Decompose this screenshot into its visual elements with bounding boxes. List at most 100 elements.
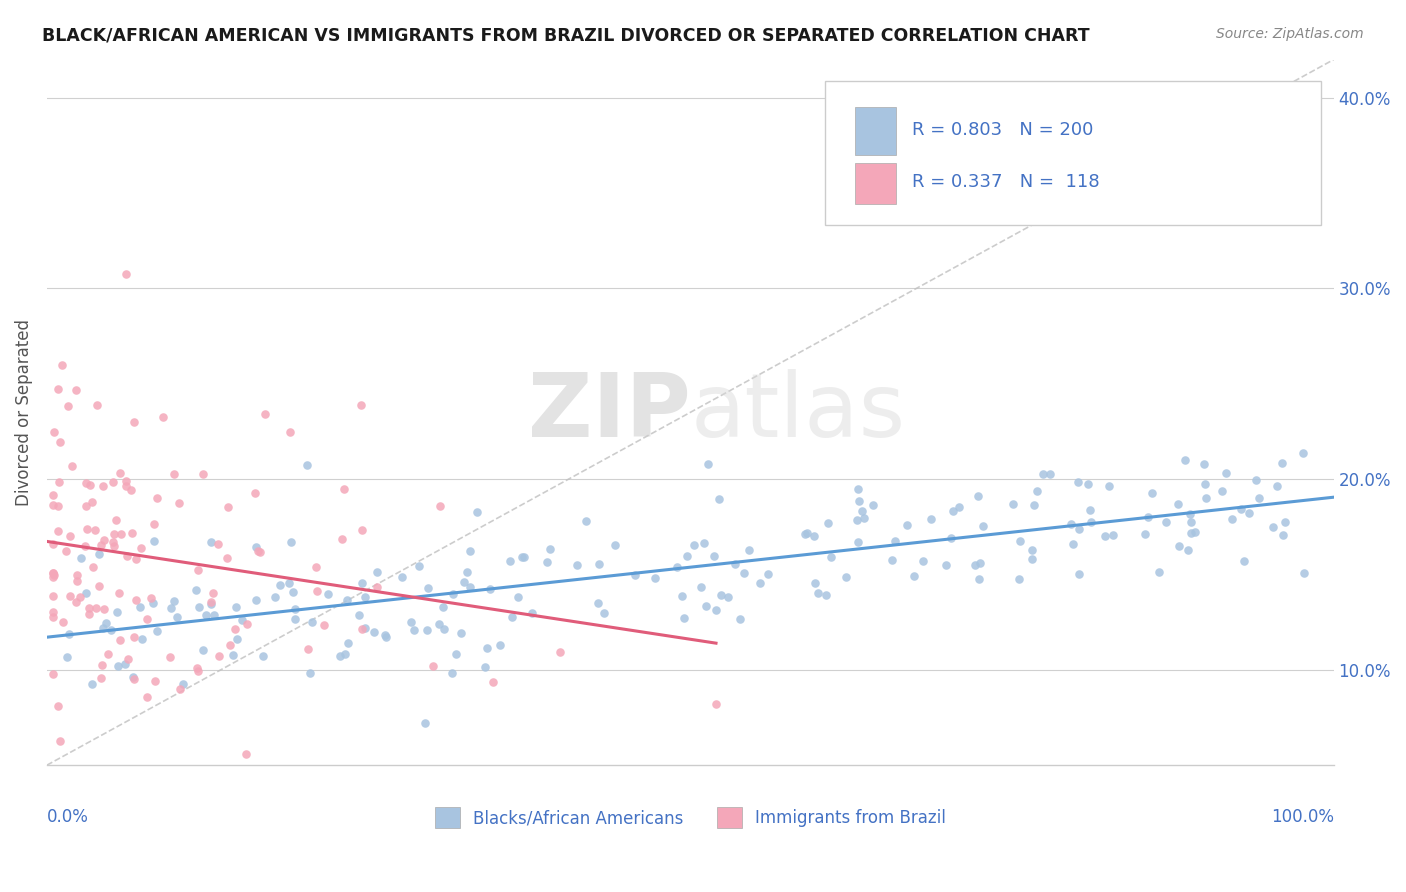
- Point: [1069, 522, 1091, 536]
- Point: [139, 591, 162, 605]
- Point: [224, 622, 246, 636]
- Point: [114, 657, 136, 672]
- Point: [693, 536, 716, 550]
- Point: [416, 623, 439, 637]
- Text: Source: ZipAtlas.com: Source: ZipAtlas.com: [1216, 27, 1364, 41]
- Point: [49, 734, 72, 748]
- Point: [1021, 552, 1043, 566]
- Point: [245, 540, 267, 554]
- Point: [217, 550, 239, 565]
- Point: [143, 673, 166, 688]
- Point: [695, 599, 717, 614]
- Point: [278, 576, 301, 591]
- Point: [202, 607, 225, 622]
- Point: [803, 529, 825, 543]
- Point: [1194, 477, 1216, 491]
- Point: [202, 586, 225, 600]
- Point: [207, 536, 229, 550]
- Point: [967, 572, 990, 586]
- Point: [697, 457, 720, 471]
- Point: [48, 475, 70, 489]
- Point: [1080, 516, 1102, 530]
- Point: [1220, 512, 1243, 526]
- Point: [453, 575, 475, 590]
- Point: [965, 558, 987, 573]
- Point: [299, 666, 322, 681]
- Point: [1233, 554, 1256, 568]
- Point: [458, 544, 481, 558]
- Point: [444, 647, 467, 661]
- Point: [62, 459, 84, 474]
- Point: [846, 513, 869, 527]
- Point: [114, 474, 136, 488]
- Point: [129, 599, 152, 614]
- Point: [59, 589, 82, 603]
- Point: [441, 587, 464, 601]
- Point: [738, 542, 761, 557]
- Point: [458, 580, 481, 594]
- Point: [162, 594, 184, 608]
- Point: [456, 565, 478, 579]
- Point: [194, 608, 217, 623]
- Point: [115, 549, 138, 563]
- Text: ZIP: ZIP: [527, 369, 690, 456]
- Point: [108, 586, 131, 600]
- Point: [226, 632, 249, 646]
- Point: [200, 595, 222, 609]
- Point: [166, 610, 188, 624]
- Point: [162, 467, 184, 481]
- Point: [42, 589, 65, 603]
- Point: [673, 611, 696, 625]
- Point: [920, 512, 942, 526]
- Point: [399, 615, 422, 629]
- Point: [450, 625, 472, 640]
- Point: [848, 482, 870, 496]
- Point: [79, 478, 101, 492]
- Point: [1022, 499, 1045, 513]
- Point: [65, 574, 87, 588]
- Point: [1060, 517, 1083, 532]
- Point: [427, 617, 450, 632]
- Text: 100.0%: 100.0%: [1271, 807, 1334, 825]
- Point: [329, 648, 352, 663]
- Point: [52, 615, 75, 629]
- Point: [75, 499, 97, 513]
- Point: [1032, 467, 1054, 482]
- Point: [588, 558, 610, 572]
- Point: [1008, 572, 1031, 586]
- Point: [108, 633, 131, 648]
- Point: [90, 537, 112, 551]
- Point: [796, 525, 818, 540]
- Point: [91, 478, 114, 492]
- Point: [167, 496, 190, 510]
- Point: [1195, 491, 1218, 505]
- Point: [1178, 507, 1201, 521]
- Point: [353, 590, 375, 604]
- Point: [235, 747, 257, 761]
- Point: [90, 657, 112, 672]
- Point: [896, 517, 918, 532]
- Point: [280, 534, 302, 549]
- Point: [593, 606, 616, 620]
- Point: [1077, 477, 1099, 491]
- Point: [75, 476, 97, 491]
- Point: [817, 516, 839, 531]
- Point: [122, 670, 145, 684]
- Point: [84, 523, 107, 537]
- Point: [58, 627, 80, 641]
- Point: [703, 549, 725, 564]
- Point: [152, 410, 174, 425]
- Point: [65, 595, 87, 609]
- Point: [42, 568, 65, 582]
- Point: [366, 580, 388, 594]
- Point: [489, 638, 512, 652]
- Point: [269, 578, 291, 592]
- Point: [58, 399, 80, 413]
- Point: [935, 558, 957, 572]
- Point: [717, 590, 740, 604]
- Point: [482, 674, 505, 689]
- Point: [42, 498, 65, 512]
- Point: [1137, 510, 1160, 524]
- Point: [46, 499, 69, 513]
- Point: [408, 558, 430, 573]
